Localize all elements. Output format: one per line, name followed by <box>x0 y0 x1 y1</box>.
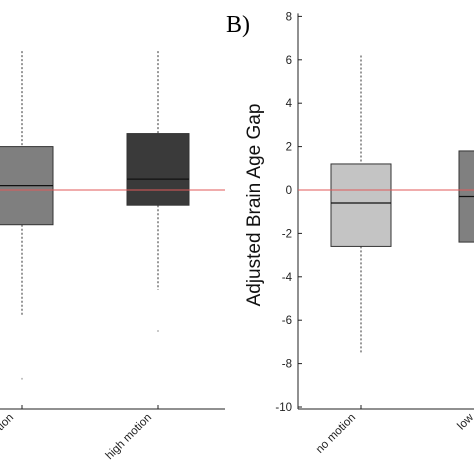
outlier-point-a1-0 <box>157 330 159 333</box>
y-tick-label-0: 8 <box>286 11 292 23</box>
panel-label-b: B) <box>226 12 250 38</box>
box-b0 <box>330 163 392 247</box>
y-axis-label: Adjusted Brain Age Gap <box>244 104 265 307</box>
y-tick-label-5: -2 <box>282 228 292 240</box>
y-tick-label-7: -6 <box>282 315 292 327</box>
panel-b: 8 6 4 2 0 -2 -4 -6 -8 -10 no motion low <box>275 11 474 456</box>
category-label-a0: motion <box>0 412 16 445</box>
panel-a: motion high motion <box>0 51 225 462</box>
y-tick-label-9: -10 <box>275 402 292 414</box>
y-tick-label-8: -8 <box>282 359 292 371</box>
box-a1 <box>126 133 190 206</box>
category-label-b0: no motion <box>314 412 358 456</box>
outlier-point-a0-0 <box>21 377 23 380</box>
category-label-b1: low <box>455 411 474 432</box>
y-tick-label-1: 6 <box>286 55 292 67</box>
y-tick-label-4: 0 <box>286 185 292 197</box>
category-label-a1: high motion <box>104 412 155 463</box>
y-tick-label-2: 4 <box>286 98 293 110</box>
y-tick-label-6: -4 <box>282 272 293 284</box>
y-tick-label-3: 2 <box>286 142 292 154</box>
